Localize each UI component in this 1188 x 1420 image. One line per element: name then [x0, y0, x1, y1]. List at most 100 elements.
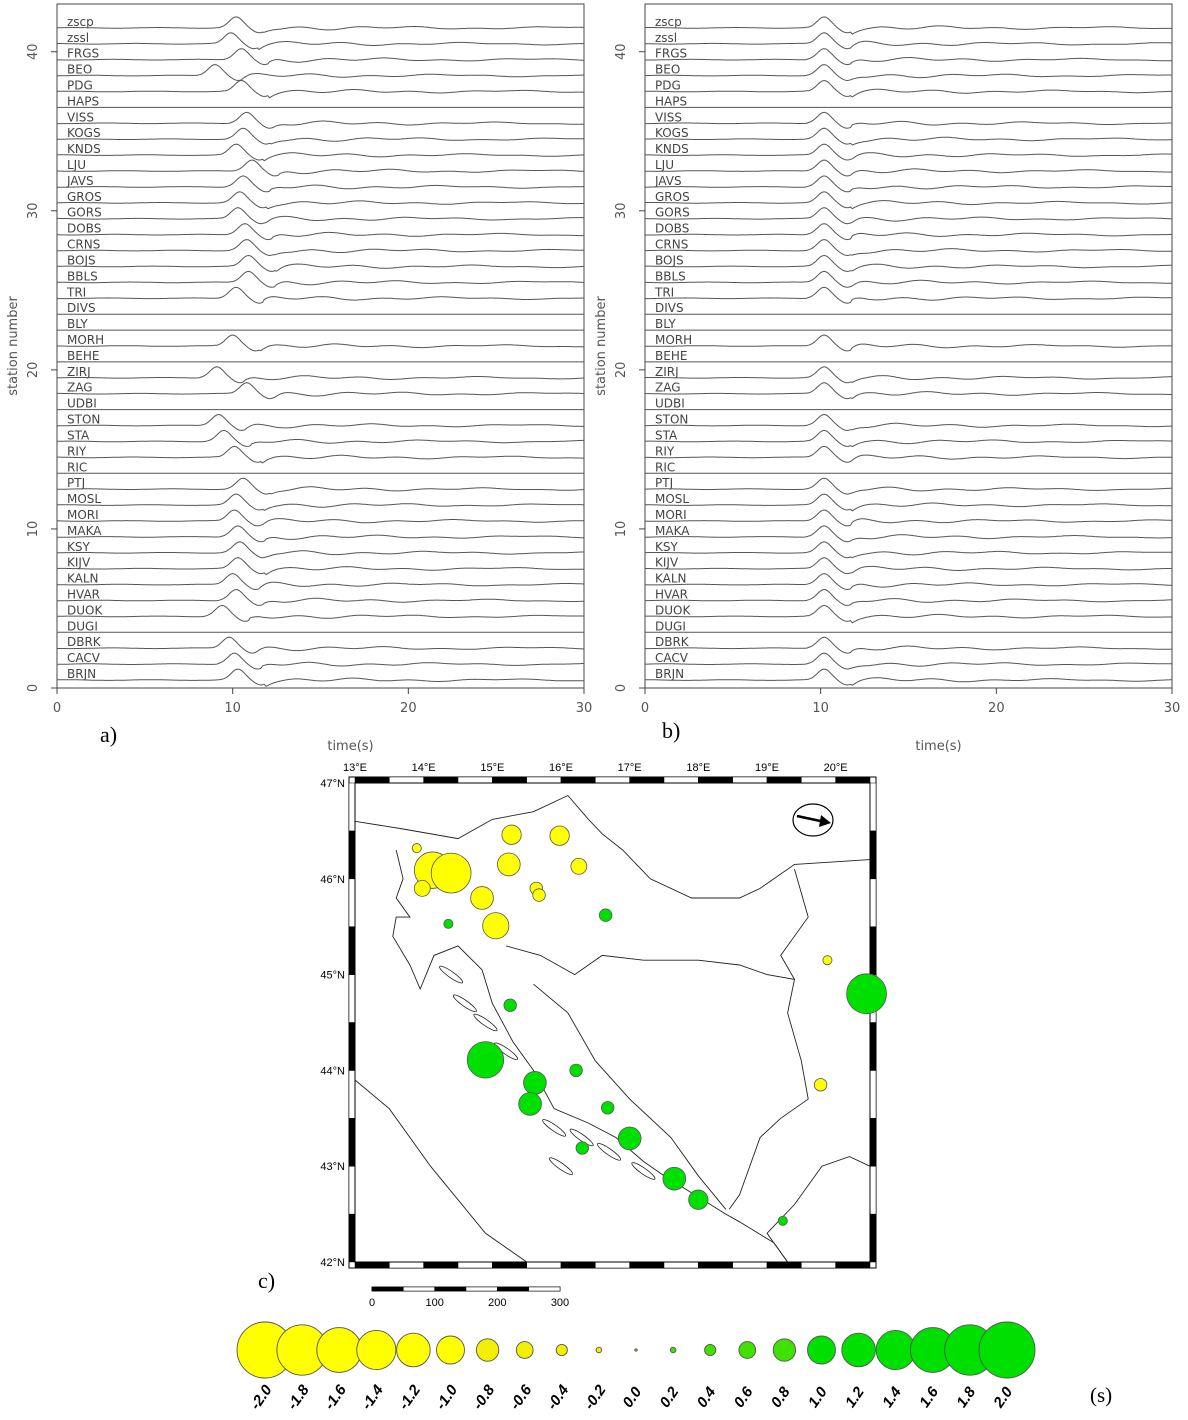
- lon-tick-label: 15°E: [480, 762, 504, 774]
- residual-bubble: [688, 1189, 709, 1210]
- frame-segment: [663, 1261, 699, 1269]
- x-tick-label: 0: [641, 701, 649, 716]
- y-tick-label: 40: [614, 43, 629, 60]
- frame-segment: [869, 782, 877, 832]
- seismogram-trace: [57, 366, 585, 384]
- station-label: BRJN: [67, 667, 96, 681]
- y-tick-label: 20: [614, 362, 629, 379]
- seismogram-trace: [56, 509, 584, 527]
- legend-label: 0.6: [731, 1383, 757, 1410]
- legend-label: -1.8: [284, 1381, 313, 1412]
- seismogram-trace: [645, 429, 1173, 448]
- residual-bubble: [570, 857, 588, 875]
- coastline-border: [533, 983, 727, 1210]
- seismogram-trace: [644, 191, 1173, 210]
- station-label: DBRK: [655, 635, 690, 649]
- residual-bubble: [777, 1215, 788, 1226]
- seismogram-trace: [56, 477, 585, 495]
- seismogram-trace: [57, 79, 584, 99]
- island-outline: [597, 1143, 622, 1161]
- scale-bar-segment: [528, 1286, 561, 1292]
- station-label: HVAR: [67, 588, 100, 602]
- frame-segment: [423, 776, 459, 784]
- x-axis-label: time(s): [915, 739, 961, 754]
- seismogram-trace: [56, 334, 585, 352]
- seismogram-trace: [56, 429, 584, 447]
- legend-label: -1.2: [395, 1381, 424, 1412]
- legend-bubble: [738, 1341, 757, 1359]
- lat-tick-label: 47°N: [320, 778, 345, 790]
- station-label: BBLS: [67, 269, 98, 283]
- residual-bubble: [569, 1063, 583, 1078]
- frame-segment: [835, 1261, 871, 1269]
- legend-bubble: [875, 1329, 916, 1371]
- legend-label: 1.6: [916, 1383, 942, 1410]
- legend-label: -0.6: [507, 1381, 536, 1412]
- seismogram-trace: [645, 223, 1173, 241]
- residual-bubble: [846, 973, 887, 1015]
- legend-bubble: [396, 1332, 431, 1368]
- frame-segment: [526, 1261, 562, 1269]
- seismogram-trace: [645, 509, 1173, 527]
- seismogram-trace: [645, 604, 1172, 624]
- legend-bubble: [595, 1346, 603, 1354]
- station-label: MORI: [67, 508, 99, 522]
- frame-segment: [732, 776, 768, 784]
- seismogram-trace: [644, 588, 1173, 606]
- frame-segment: [869, 878, 877, 927]
- y-axis-label: station number: [594, 296, 609, 396]
- legend-bubble: [669, 1346, 677, 1354]
- station-label: KSY: [67, 540, 90, 554]
- residual-bubble: [549, 825, 570, 846]
- seismogram-trace: [645, 652, 1172, 670]
- seismogram-trace: [645, 32, 1172, 50]
- station-label: MAKA: [67, 524, 102, 538]
- legend-label: 1.4: [879, 1383, 905, 1410]
- island-outline: [542, 1119, 567, 1137]
- seismogram-trace: [644, 159, 1173, 177]
- x-axis-label: time(s): [327, 739, 373, 754]
- station-label: DOBS: [67, 222, 101, 236]
- seismogram-trace: [645, 573, 1173, 591]
- station-label: STON: [67, 413, 100, 427]
- seismogram-trace: [57, 207, 585, 225]
- frame-segment: [869, 1213, 877, 1263]
- x-tick-label: 10: [224, 701, 241, 716]
- seismogram-trace: [57, 111, 584, 129]
- station-label: BBLS: [655, 269, 686, 283]
- station-label: RIY: [67, 444, 87, 458]
- island-outline: [494, 1042, 519, 1061]
- frame-segment: [457, 776, 493, 784]
- station-label: DIVS: [67, 301, 96, 315]
- legend-label: 1.8: [953, 1383, 979, 1410]
- island-outline: [631, 1162, 656, 1180]
- island-outline: [473, 1013, 498, 1032]
- seismogram-trace: [57, 143, 585, 162]
- x-tick-label: 20: [400, 701, 417, 716]
- seismogram-trace: [57, 223, 584, 241]
- legend-bubble: [704, 1343, 717, 1357]
- station-label: PTJ: [67, 476, 85, 490]
- station-label: DUGI: [67, 619, 98, 633]
- station-label: STA: [67, 428, 90, 442]
- y-tick-label: 30: [26, 203, 41, 220]
- seismogram-trace: [57, 127, 584, 145]
- residual-bubble: [523, 1071, 547, 1095]
- frame-segment: [348, 1070, 356, 1119]
- legend-bubble: [807, 1335, 836, 1365]
- station-label: HAPS: [655, 94, 687, 108]
- frame-segment: [732, 1261, 768, 1269]
- station-label: GORS: [655, 206, 690, 220]
- seismogram-trace: [56, 286, 584, 304]
- residual-bubble: [532, 888, 546, 902]
- frame-segment: [389, 776, 424, 784]
- frame-segment: [526, 776, 562, 784]
- seismogram-trace: [644, 413, 1173, 431]
- y-tick-label: 30: [614, 203, 629, 220]
- island-outline: [549, 1157, 573, 1175]
- frame-segment: [869, 1118, 877, 1167]
- station-label: KOGS: [67, 126, 101, 140]
- seismogram-trace: [57, 668, 584, 687]
- station-label: DUOK: [655, 603, 691, 617]
